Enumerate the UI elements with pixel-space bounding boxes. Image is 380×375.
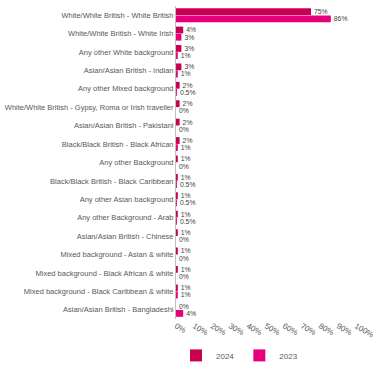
svg-text:20%: 20% <box>209 321 227 337</box>
svg-text:Asian/Asian British - Indian: Asian/Asian British - Indian <box>84 66 174 75</box>
svg-text:Any other White background: Any other White background <box>79 48 174 57</box>
svg-text:1%: 1% <box>181 192 191 199</box>
svg-text:1%: 1% <box>181 155 191 162</box>
svg-text:Black/Black British - Black Ca: Black/Black British - Black Caribbean <box>50 177 173 186</box>
svg-text:Any other Asian background: Any other Asian background <box>80 195 174 204</box>
svg-text:1%: 1% <box>181 229 191 236</box>
svg-text:1%: 1% <box>181 52 191 59</box>
svg-text:2%: 2% <box>183 100 193 107</box>
svg-text:0.5%: 0.5% <box>180 89 196 96</box>
svg-text:75%: 75% <box>314 8 328 15</box>
svg-text:Mixed background - Black Afric: Mixed background - Black African & white <box>36 269 174 278</box>
svg-text:3%: 3% <box>184 34 194 41</box>
svg-text:1%: 1% <box>181 291 191 298</box>
svg-text:4%: 4% <box>186 26 196 33</box>
svg-text:Asian/Asian British - Banglade: Asian/Asian British - Bangladeshi <box>63 305 174 314</box>
svg-text:2%: 2% <box>183 82 193 89</box>
svg-text:90%: 90% <box>335 321 353 337</box>
svg-text:30%: 30% <box>227 321 245 337</box>
svg-text:10%: 10% <box>191 321 209 337</box>
svg-text:Any other Mixed background: Any other Mixed background <box>78 84 173 93</box>
svg-text:0%: 0% <box>173 321 188 335</box>
svg-text:2%: 2% <box>183 119 193 126</box>
svg-text:1%: 1% <box>181 211 191 218</box>
svg-text:0%: 0% <box>179 273 189 280</box>
svg-text:Any other Background: Any other Background <box>99 158 173 167</box>
svg-text:1%: 1% <box>181 284 191 291</box>
svg-text:2023: 2023 <box>279 352 297 361</box>
svg-text:Mixed background - Black Carib: Mixed background - Black Caribbean & whi… <box>24 287 174 296</box>
svg-text:100%: 100% <box>353 321 375 339</box>
svg-text:40%: 40% <box>245 321 263 337</box>
svg-text:1%: 1% <box>181 174 191 181</box>
svg-text:3%: 3% <box>184 45 194 52</box>
svg-text:0.5%: 0.5% <box>180 199 196 206</box>
svg-text:1%: 1% <box>181 144 191 151</box>
svg-text:Black/Black British - Black Af: Black/Black British - Black African <box>62 140 174 149</box>
svg-text:1%: 1% <box>181 70 191 77</box>
svg-text:White/White British - Gypsy, R: White/White British - Gypsy, Roma or Iri… <box>5 103 174 112</box>
svg-text:White/White British - White Br: White/White British - White British <box>61 11 173 20</box>
svg-text:0.5%: 0.5% <box>180 218 196 225</box>
svg-text:White/White British - White Ir: White/White British - White Irish <box>68 29 173 38</box>
svg-text:1%: 1% <box>181 266 191 273</box>
svg-text:Any other Background - Arab: Any other Background - Arab <box>77 213 173 222</box>
svg-text:50%: 50% <box>263 321 281 337</box>
svg-text:0%: 0% <box>179 236 189 243</box>
svg-text:4%: 4% <box>186 310 196 317</box>
svg-text:0.5%: 0.5% <box>180 181 196 188</box>
svg-text:2%: 2% <box>183 137 193 144</box>
svg-text:80%: 80% <box>317 321 335 337</box>
svg-text:0%: 0% <box>179 107 189 114</box>
svg-text:Asian/Asian British - Chinese: Asian/Asian British - Chinese <box>77 232 174 241</box>
svg-text:86%: 86% <box>334 15 348 22</box>
svg-text:1%: 1% <box>181 247 191 254</box>
svg-text:Asian/Asian British - Pakistan: Asian/Asian British - Pakistani <box>74 121 174 130</box>
svg-text:0%: 0% <box>179 255 189 262</box>
svg-text:Mixed background - Asian & whi: Mixed background - Asian & white <box>61 250 174 259</box>
svg-text:2024: 2024 <box>216 352 234 361</box>
svg-text:0%: 0% <box>179 126 189 133</box>
svg-text:3%: 3% <box>184 63 194 70</box>
svg-text:60%: 60% <box>281 321 299 337</box>
svg-text:70%: 70% <box>299 321 317 337</box>
svg-text:0%: 0% <box>179 303 189 310</box>
svg-text:0%: 0% <box>179 163 189 170</box>
